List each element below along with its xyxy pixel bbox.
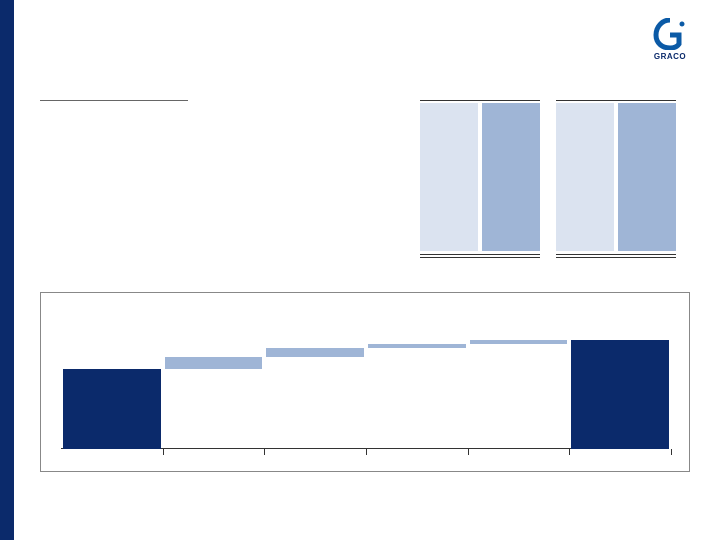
bar-end-total (571, 340, 669, 449)
table-rule-bottom (556, 254, 676, 255)
x-tick (569, 449, 570, 455)
x-tick (366, 449, 367, 455)
table-cell (556, 103, 614, 251)
table-rule-bottom-2 (420, 257, 540, 258)
bar-step-3 (368, 344, 466, 348)
bar-step-4 (470, 340, 568, 344)
table-cell (618, 103, 676, 251)
x-tick (468, 449, 469, 455)
bar-step-1 (165, 357, 263, 369)
table-rule-top (420, 100, 540, 101)
x-tick (671, 449, 672, 455)
brand-logo: GRACO (648, 18, 692, 61)
graco-icon (652, 18, 688, 50)
waterfall-chart (40, 292, 690, 472)
table-group-1 (556, 100, 676, 258)
table-rule-bottom (420, 254, 540, 255)
table-group-0 (420, 100, 540, 258)
x-tick (264, 449, 265, 455)
plot-area (61, 313, 669, 449)
table-rule-top (556, 100, 676, 101)
table-cell (420, 103, 478, 251)
table-cell (482, 103, 540, 251)
brand-name: GRACO (648, 52, 692, 61)
accent-bar (0, 0, 14, 540)
title-underline (40, 100, 188, 101)
bar-step-2 (266, 348, 364, 356)
x-tick (163, 449, 164, 455)
bar-start-total (63, 369, 161, 449)
table-rule-bottom-2 (556, 257, 676, 258)
